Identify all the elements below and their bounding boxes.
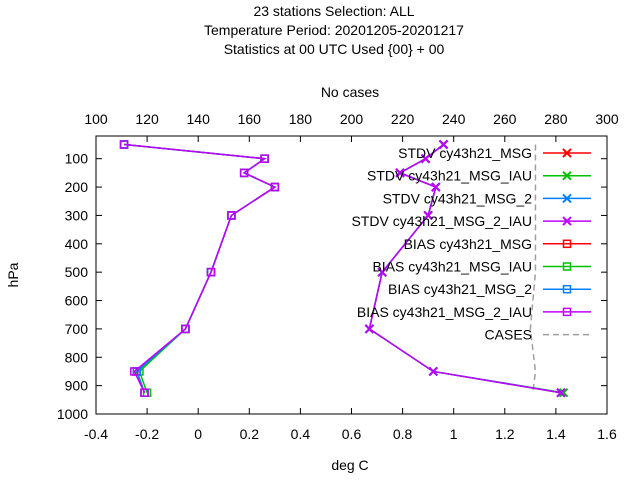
x2-tick-label: 260 — [493, 111, 517, 127]
series-8-point — [130, 367, 139, 376]
y-tick-label: 300 — [65, 207, 89, 223]
series-4-point — [423, 210, 433, 221]
series-4-point — [364, 324, 375, 334]
series-8-point — [119, 140, 129, 149]
y-tick-label: 400 — [65, 236, 89, 252]
x2-tick-label: 300 — [595, 111, 619, 127]
series-line-8 — [124, 143, 277, 394]
x-tick-label: -0.4 — [84, 426, 108, 442]
y-tick-label: 1000 — [57, 406, 88, 422]
legend-sample-marker — [562, 148, 572, 158]
x2-tick-label: 100 — [84, 111, 108, 127]
y-tick-label: 200 — [65, 179, 89, 195]
chart-title-line-1: 23 stations Selection: ALL — [253, 3, 414, 19]
x2-tick-label: 280 — [544, 111, 568, 127]
series-4-point — [377, 267, 387, 277]
chart-title-line-3: Statistics at 00 UTC Used {00} + 00 — [224, 41, 445, 57]
legend-label: STDV cy43h21_MSG_2_IAU — [351, 213, 532, 229]
y-tick-label: 100 — [65, 151, 89, 167]
series-4-point — [428, 366, 438, 377]
x2-axis-label: No cases — [321, 84, 379, 100]
cases-line — [529, 144, 537, 393]
series-8-point — [227, 211, 236, 220]
legend-label: STDV cy43h21_MSG — [398, 145, 532, 161]
legend-label: BIAS cy43h21_MSG — [404, 236, 532, 252]
x2-tick-label: 220 — [391, 111, 415, 127]
series-4-point — [438, 139, 449, 150]
legend-sample-marker — [562, 284, 572, 294]
x-tick-label: -0.2 — [135, 426, 159, 442]
x-tick-label: 0 — [194, 426, 202, 442]
y-tick-label: 600 — [65, 293, 89, 309]
x-tick-label: 0.6 — [342, 426, 362, 442]
series-4-point — [395, 168, 405, 178]
series-line-5 — [124, 143, 277, 393]
legend-label: BIAS cy43h21_MSG_2_IAU — [357, 304, 532, 320]
y-tick-label: 500 — [65, 264, 89, 280]
series-line-6 — [124, 143, 277, 393]
x-tick-label: 1.6 — [597, 426, 617, 442]
series-4-point — [420, 153, 431, 164]
y-tick-label: 800 — [65, 349, 89, 365]
series-4-point — [431, 182, 441, 192]
legend-sample-marker — [562, 307, 572, 317]
x2-tick-label: 120 — [135, 111, 159, 127]
series-4-point — [556, 388, 566, 398]
legend-label: STDV cy43h21_MSG_IAU — [367, 168, 532, 184]
legend-sample-marker — [562, 239, 572, 249]
x2-tick-label: 180 — [289, 111, 313, 127]
series-8-point — [206, 267, 216, 277]
legend-sample-marker — [562, 193, 572, 204]
legend-label: BIAS cy43h21_MSG_2 — [388, 281, 532, 297]
series-8-point — [181, 324, 190, 334]
series-8-point — [270, 182, 280, 192]
x2-tick-label: 200 — [340, 111, 364, 127]
x-tick-label: 0.4 — [291, 426, 311, 442]
series-8-point — [260, 154, 269, 163]
legend-sample-marker — [562, 170, 572, 181]
x2-tick-label: 140 — [187, 111, 211, 127]
legend-label: BIAS cy43h21_MSG_IAU — [372, 259, 532, 275]
legend-label: CASES — [485, 327, 532, 343]
chart-title-line-2: Temperature Period: 20201205-20201217 — [204, 22, 464, 38]
legend-label: STDV cy43h21_MSG_2 — [383, 190, 533, 206]
series-8-point — [140, 388, 149, 397]
x-tick-label: 1.2 — [495, 426, 515, 442]
x-tick-label: 1 — [450, 426, 458, 442]
x-axis-label: deg C — [331, 457, 368, 473]
x2-tick-label: 240 — [442, 111, 466, 127]
series-8-point — [239, 168, 249, 178]
x-tick-label: 0.8 — [393, 426, 413, 442]
x-tick-label: 0.2 — [240, 426, 260, 442]
x2-tick-label: 160 — [238, 111, 262, 127]
x-tick-label: 1.4 — [546, 426, 566, 442]
legend-sample-marker — [562, 216, 572, 226]
y-tick-label: 900 — [65, 378, 89, 394]
series-line-7 — [124, 143, 277, 393]
legend-sample-marker — [562, 262, 572, 271]
series-2-point — [558, 388, 569, 398]
y-tick-label: 700 — [65, 321, 89, 337]
y-axis-label: hPa — [5, 262, 21, 287]
